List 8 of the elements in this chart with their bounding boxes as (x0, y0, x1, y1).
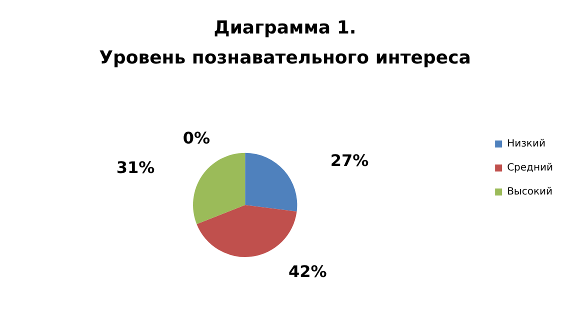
legend-label: Низкий (507, 138, 546, 150)
data-label: 42% (288, 262, 327, 282)
chart-title: Диаграмма 1. Уровень познавательного интереса (99, 18, 471, 68)
data-label: 31% (116, 158, 155, 177)
legend-label: Средний (507, 162, 554, 174)
text: 0% (182, 128, 210, 148)
legend-label: Высокий (507, 186, 552, 198)
data-label: 27% (330, 151, 369, 170)
